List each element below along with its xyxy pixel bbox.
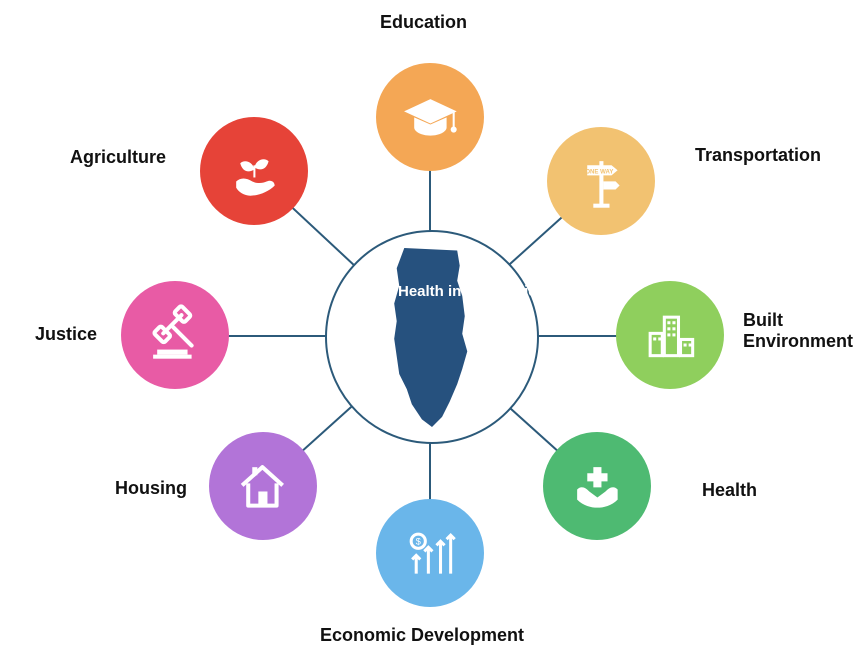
graduation-cap-icon	[398, 85, 463, 150]
label-agriculture: Agriculture	[70, 147, 166, 168]
label-housing: Housing	[115, 478, 187, 499]
label-education: Education	[380, 12, 467, 33]
center-circle	[325, 230, 539, 444]
node-health	[543, 432, 651, 540]
buildings-icon	[638, 303, 703, 368]
svg-text:$: $	[415, 536, 420, 546]
signpost-icon: ONE WAY	[569, 149, 634, 214]
label-transportation: Transportation	[695, 145, 821, 166]
label-justice: Justice	[35, 324, 97, 345]
node-justice	[121, 281, 229, 389]
label-built-env: Built Environment	[743, 310, 853, 352]
plant-hand-icon	[222, 139, 287, 204]
node-transportation: ONE WAY	[547, 127, 655, 235]
illinois-shape-icon	[348, 243, 516, 432]
radial-diagram: Health in All Policies Illinois Education…	[0, 0, 863, 664]
svg-text:ONE WAY: ONE WAY	[585, 169, 613, 175]
health-hands-icon	[565, 453, 630, 518]
house-icon	[230, 453, 295, 518]
center-text: Health in All Policies Illinois	[398, 283, 597, 300]
growth-arrows-icon: $	[398, 521, 463, 586]
node-housing	[209, 432, 317, 540]
node-education	[376, 63, 484, 171]
node-built-env	[616, 281, 724, 389]
gavel-icon	[143, 303, 208, 368]
node-economic: $	[376, 499, 484, 607]
label-economic: Economic Development	[320, 625, 524, 646]
label-health: Health	[702, 480, 757, 501]
